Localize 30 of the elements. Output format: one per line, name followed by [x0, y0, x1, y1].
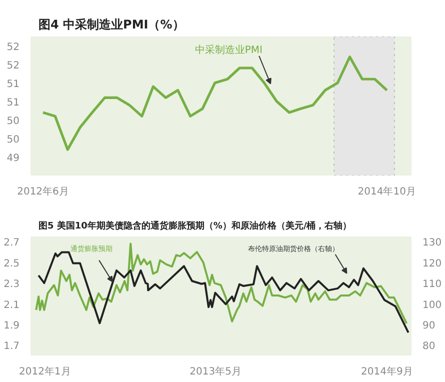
y-tick-label: 49: [6, 152, 20, 164]
y2-tick-label: 100: [422, 300, 442, 311]
y-tick-label: 2.5: [4, 258, 20, 270]
y-tick-label: 2.1: [4, 300, 20, 311]
y2-tick-label: 130: [422, 238, 442, 249]
line-series: [35, 242, 408, 324]
y-tick-label: 51: [6, 97, 20, 108]
y-tick-label: 50: [6, 116, 20, 127]
y2-tick-label: 110: [422, 279, 442, 290]
x-tick-label: 2013年5月: [190, 366, 242, 378]
y-tick-label: 2.7: [4, 238, 20, 249]
y2-tick-label: 90: [422, 320, 436, 332]
x-tick-label: 2014年9月: [361, 366, 413, 378]
y-tick-label: 50: [6, 134, 20, 146]
y2-tick-label: 80: [422, 341, 436, 352]
x-tick-label: 2012年6月: [17, 186, 69, 198]
series-label: 中采制造业PMI: [194, 44, 262, 56]
chart-title: 图4 中采制造业PMI（%）: [38, 18, 184, 32]
y-tick-label: 52: [6, 42, 20, 53]
y-tick-label: 52: [6, 60, 20, 72]
y2-tick-label: 120: [422, 258, 442, 270]
line-series: [38, 251, 410, 334]
y-tick-label: 51: [6, 78, 20, 90]
line-series: [42, 56, 388, 151]
x-tick-label: 2014年10月: [358, 186, 416, 198]
x-tick-label: 2012年1月: [18, 366, 71, 378]
y-tick-label: 1.7: [4, 341, 20, 352]
y-tick-label: 1.9: [4, 320, 20, 332]
chart-title: 图5 美国10年期美债隐含的通货膨胀预期（%）和原油价格（美元/桶，右轴）: [38, 220, 352, 232]
y-tick-label: 2.3: [4, 279, 20, 290]
